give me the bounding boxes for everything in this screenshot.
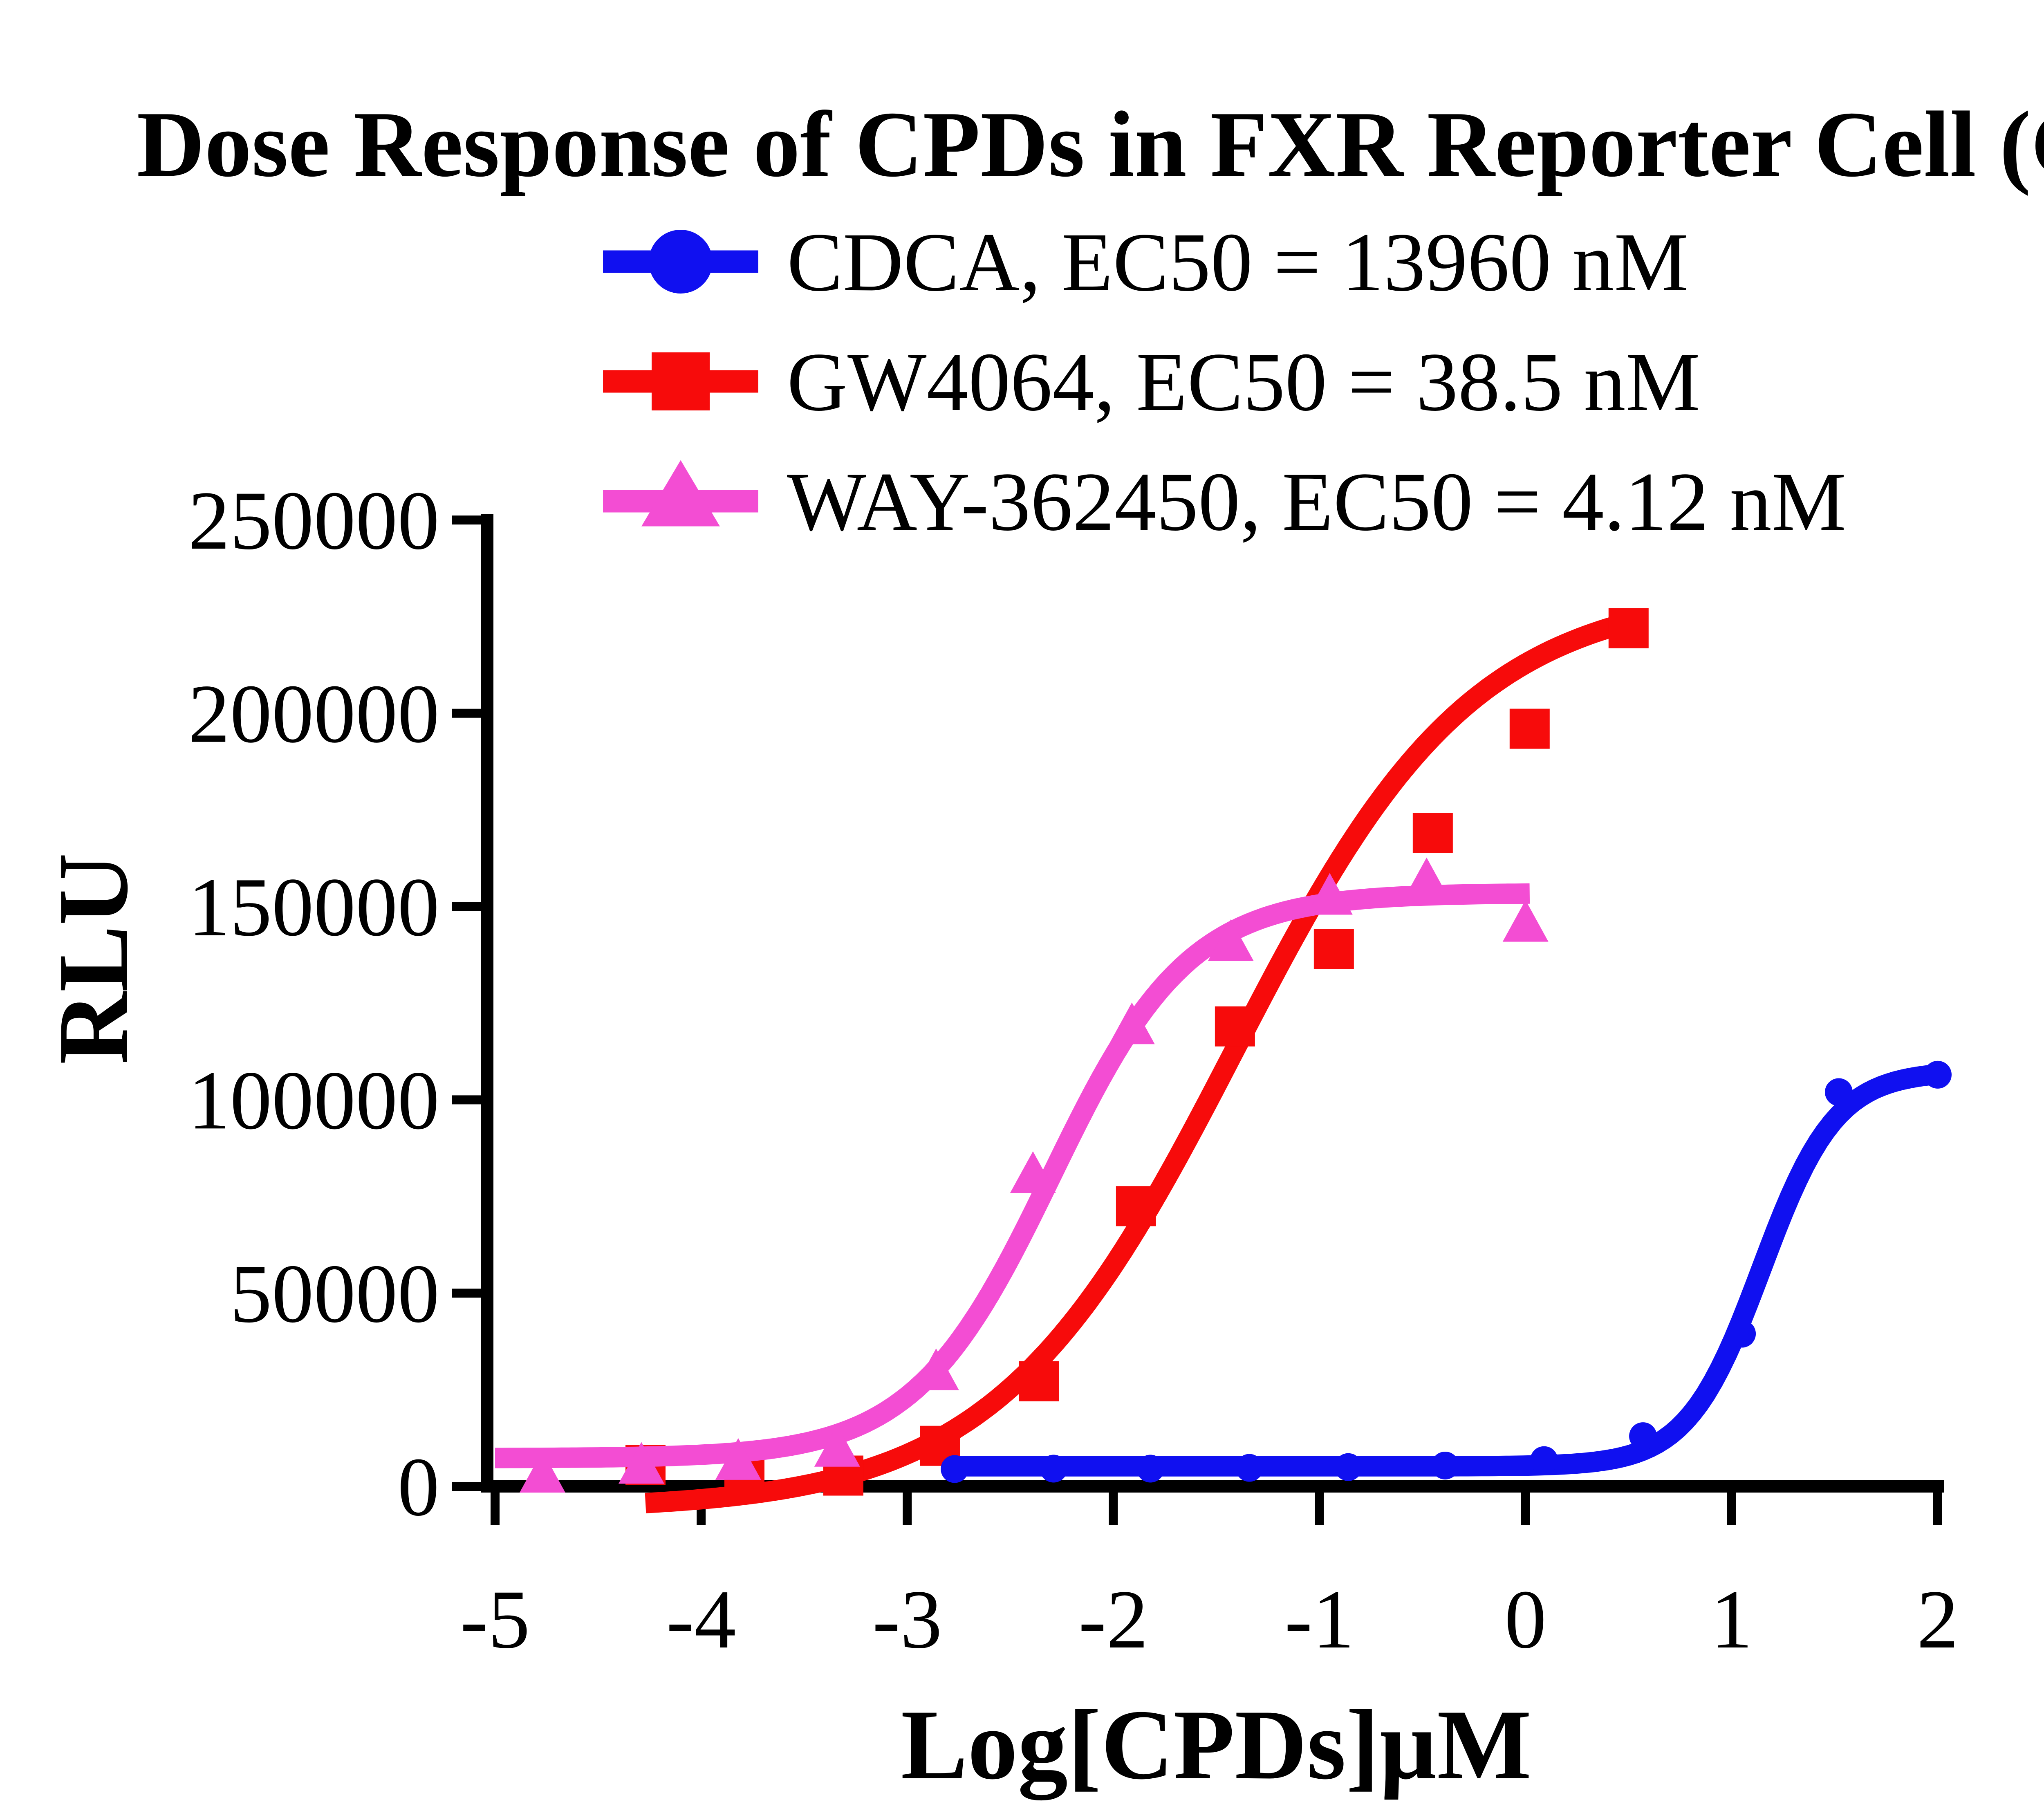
gw4064-data-point — [1215, 1006, 1255, 1047]
way-362450-data-point — [1109, 1002, 1155, 1044]
legend-circle-marker-icon — [649, 230, 713, 294]
x-tick-label: -2 — [1078, 1573, 1148, 1666]
way-362450-data-point — [1307, 873, 1353, 915]
gw4064-data-point — [1412, 813, 1453, 853]
gw4064-data-point — [1116, 1186, 1156, 1226]
y-tick-label: 50000 — [230, 1247, 440, 1340]
legend: CDCA, EC50 = 13960 nM GW4064, EC50 = 38.5… — [603, 216, 1846, 548]
cdca-data-point — [941, 1455, 969, 1483]
y-tick-label: 0 — [398, 1441, 440, 1533]
series-cdca — [941, 1060, 1952, 1483]
way-362450-data-point — [618, 1442, 664, 1484]
legend-triangle-marker-icon — [641, 460, 720, 527]
legend-label: CDCA, EC50 = 13960 nM — [787, 216, 1689, 309]
gw4064-data-point — [1509, 708, 1550, 749]
data-series — [492, 608, 1952, 1513]
way-362450-data-point — [814, 1425, 860, 1467]
cdca-data-point — [1728, 1320, 1756, 1348]
x-axis-title: Log[CPDs]µM — [901, 1689, 1532, 1800]
series-gw4064 — [625, 608, 1649, 1513]
x-tick-label: 2 — [1917, 1573, 1959, 1666]
legend-label: WAY-362450, EC50 = 4.12 nM — [787, 455, 1846, 548]
way-362450-data-point — [1010, 1151, 1056, 1193]
cdca-data-point — [1431, 1451, 1459, 1479]
series-way-362450 — [492, 857, 1549, 1493]
way-362450-fit-curve — [492, 883, 1533, 1468]
x-tick-label: -5 — [460, 1573, 530, 1666]
cdca-data-point — [1136, 1455, 1165, 1483]
y-tick-label: 150000 — [188, 861, 439, 954]
way-362450-data-point — [519, 1451, 565, 1493]
cdca-data-point — [1235, 1454, 1264, 1482]
way-362450-data-point — [715, 1438, 761, 1480]
axes: 0 50000 100000 150000 200000 250000 -5 -4 -3 -2 -1… — [188, 474, 1959, 1666]
x-tick-label: -3 — [872, 1573, 942, 1666]
cdca-data-point — [1924, 1060, 1952, 1089]
x-tick-label: -4 — [666, 1573, 736, 1666]
legend-item-way-362450: WAY-362450, EC50 = 4.12 nM — [603, 455, 1846, 548]
legend-label: GW4064, EC50 = 38.5 nM — [787, 336, 1700, 428]
way-362450-data-point — [913, 1348, 959, 1390]
cdca-data-point — [1825, 1078, 1853, 1106]
cdca-data-point — [1040, 1455, 1068, 1483]
cdca-data-point — [1334, 1453, 1363, 1481]
y-tick-label: 250000 — [188, 474, 439, 567]
gw4064-fit-curve — [642, 612, 1632, 1513]
legend-item-gw4064: GW4064, EC50 = 38.5 nM — [603, 336, 1700, 428]
way-362450-data-point — [1403, 857, 1450, 899]
cdca-data-point — [1629, 1422, 1657, 1450]
chart-title: Dose Response of CPDs in FXR Reporter Ce… — [137, 92, 2044, 196]
cdca-data-point — [1530, 1446, 1558, 1474]
y-tick-label: 100000 — [188, 1054, 439, 1147]
legend-item-cdca: CDCA, EC50 = 13960 nM — [603, 216, 1689, 309]
way-362450-data-point — [1208, 919, 1254, 961]
gw4064-data-point — [1019, 1361, 1059, 1401]
legend-square-marker-icon — [652, 352, 710, 410]
x-tick-label: 0 — [1504, 1573, 1546, 1666]
gw4064-data-point — [1313, 929, 1354, 969]
y-tick-label: 200000 — [188, 668, 439, 760]
x-tick-label: 1 — [1711, 1573, 1753, 1666]
x-tick-label: -1 — [1284, 1573, 1354, 1666]
way-362450-data-point — [1502, 900, 1549, 942]
gw4064-data-point — [1608, 608, 1649, 648]
y-axis-title: RLU — [38, 853, 148, 1064]
